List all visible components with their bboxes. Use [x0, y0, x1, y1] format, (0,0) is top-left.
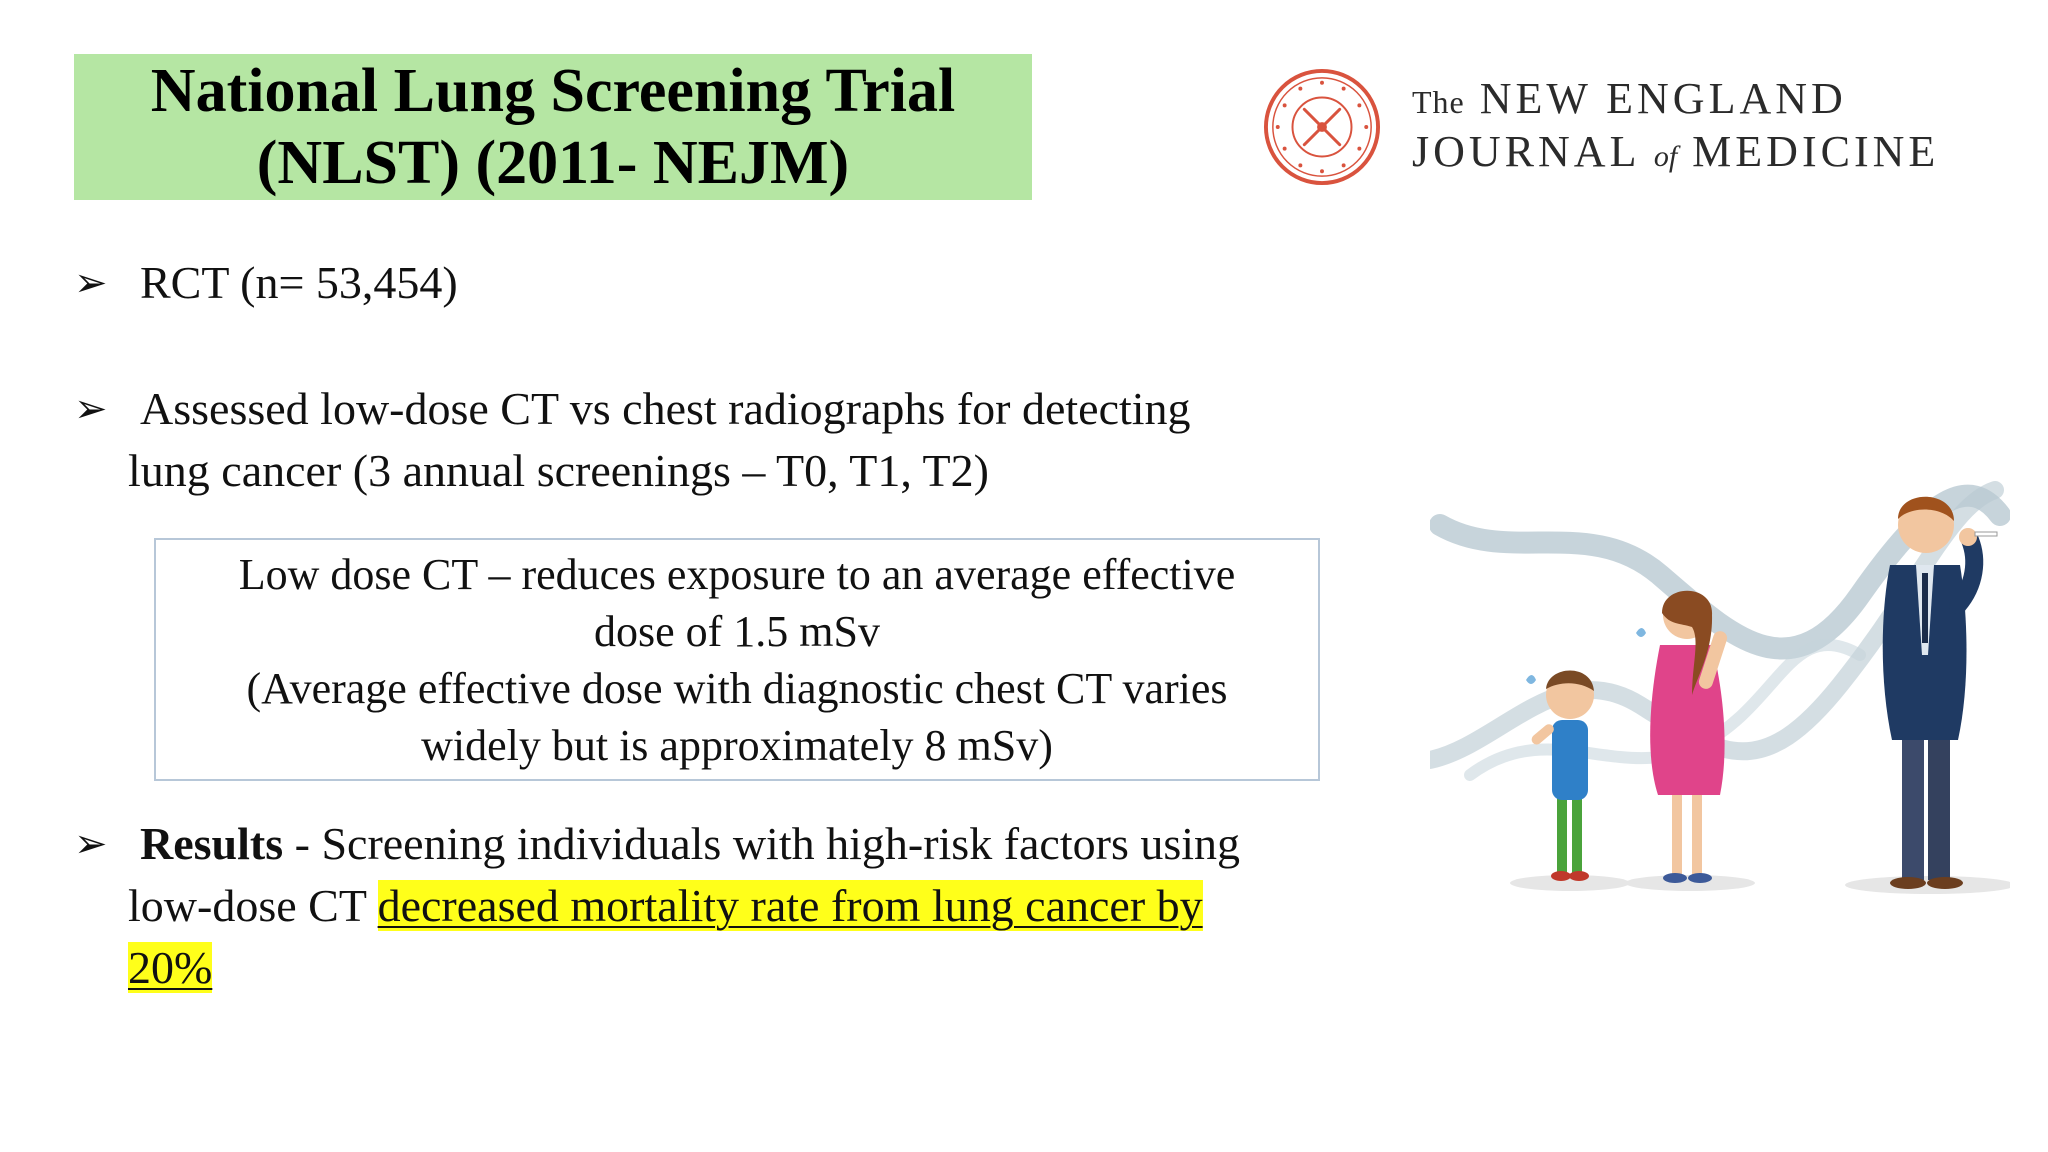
arrowhead-bullet-icon: ➢ [74, 260, 108, 306]
dose-box-line-4: widely but is approximately 8 mSv) [421, 720, 1053, 770]
journal-of: of [1653, 140, 1678, 173]
results-line-2-plain: low-dose CT [128, 880, 378, 931]
slide-title-line-1: National Lung Screening Trial [150, 57, 956, 125]
family-secondhand-smoke-illustration [1430, 481, 2010, 894]
bullet-rct-text: RCT (n= 53,454) [140, 257, 458, 308]
arrowhead-bullet-icon: ➢ [74, 386, 108, 432]
slide-title-banner: National Lung Screening Trial (NLST) (20… [74, 54, 1032, 200]
results-label: Results [140, 818, 284, 869]
results-highlight-line-3: 20% [128, 942, 213, 993]
journal-wordmark: The NEW ENGLAND JOURNAL of MEDICINE [1412, 74, 1982, 182]
slide-title-line-2: (NLST) (2011- NEJM) [256, 129, 850, 197]
journal-the: The [1412, 84, 1465, 120]
man-figure [1882, 496, 1998, 889]
nejm-seal-icon [1263, 68, 1381, 186]
boy-figure [1526, 670, 1594, 881]
dose-info-box: Low dose CT – reduces exposure to an ave… [154, 538, 1320, 781]
dose-box-line-2: dose of 1.5 mSv [594, 606, 880, 656]
journal-line-1: NEW ENGLAND [1479, 74, 1847, 123]
journal-word: JOURNAL [1412, 127, 1639, 176]
journal-medicine: MEDICINE [1692, 127, 1940, 176]
woman-figure [1636, 590, 1728, 883]
results-highlight-line-2: decreased mortality rate from lung cance… [377, 880, 1203, 931]
dose-box-line-3: (Average effective dose with diagnostic … [246, 663, 1228, 713]
arrowhead-bullet-icon: ➢ [74, 821, 108, 867]
dose-box-line-1: Low dose CT – reduces exposure to an ave… [238, 549, 1236, 599]
bullet-assessed-line-1: Assessed low-dose CT vs chest radiograph… [140, 383, 1191, 434]
bullet-assessed-line-2: lung cancer (3 annual screenings – T0, T… [128, 445, 989, 496]
results-line-1: - Screening individuals with high-risk f… [283, 818, 1241, 869]
